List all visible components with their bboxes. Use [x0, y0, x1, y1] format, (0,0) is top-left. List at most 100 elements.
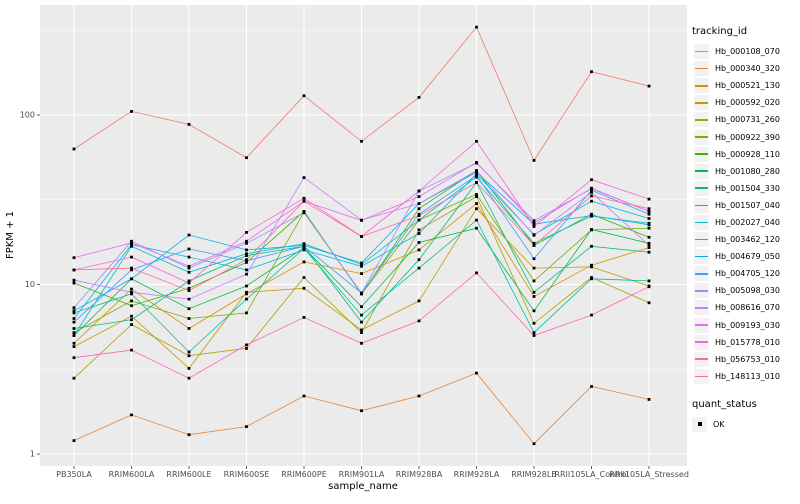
data-point — [130, 255, 133, 259]
legend-key-line-icon — [694, 368, 709, 384]
data-point — [417, 189, 421, 193]
data-point — [245, 231, 248, 234]
data-point — [532, 331, 536, 334]
data-point — [475, 181, 478, 184]
data-point — [475, 172, 478, 176]
data-point — [187, 307, 191, 311]
legend-item: Hb_008616_070 — [694, 299, 798, 316]
data-point — [130, 243, 133, 246]
data-point — [590, 199, 593, 203]
data-point — [72, 341, 76, 345]
data-point — [130, 268, 133, 272]
data-point — [647, 235, 651, 239]
legend-key-line-icon — [694, 163, 709, 179]
legend-key-line-icon — [694, 249, 709, 265]
legend-item-label: Hb_000521_130 — [715, 81, 780, 91]
data-point — [130, 314, 133, 318]
data-point — [647, 279, 651, 283]
data-point — [72, 320, 76, 324]
data-point — [417, 319, 421, 323]
data-point — [647, 221, 651, 225]
data-point — [532, 159, 536, 162]
data-point — [360, 261, 363, 265]
data-point — [532, 221, 536, 225]
data-point — [130, 323, 133, 326]
data-point — [302, 316, 306, 319]
data-point — [187, 433, 191, 437]
data-point — [475, 139, 478, 143]
data-point — [532, 442, 536, 446]
data-point — [245, 261, 248, 264]
data-point — [245, 343, 248, 347]
data-point — [302, 260, 306, 264]
data-point — [72, 356, 76, 360]
data-point — [130, 266, 133, 270]
data-point — [187, 281, 191, 285]
data-point — [245, 258, 248, 262]
legend-item-label: Hb_000928_110 — [715, 149, 780, 159]
data-point — [245, 297, 248, 301]
data-point — [417, 299, 421, 303]
legend-item: Hb_000592_020 — [694, 94, 798, 111]
data-point — [187, 354, 191, 358]
data-point — [130, 304, 133, 308]
data-point — [417, 228, 421, 232]
data-point — [647, 217, 651, 220]
data-point — [302, 244, 306, 248]
data-point — [360, 291, 363, 295]
data-point — [187, 279, 191, 283]
data-point — [360, 313, 363, 317]
legend-item: Hb_000340_320 — [694, 60, 798, 77]
data-point — [72, 334, 76, 337]
data-point — [590, 265, 593, 269]
x-tick-label: RRII105LA_Control — [554, 470, 628, 479]
data-point — [360, 409, 363, 413]
legend: tracking_id Hb_000108_070 Hb_000340_320 Hb… — [692, 26, 798, 433]
legend-item-label: Hb_000592_020 — [715, 98, 780, 108]
legend-item-label: Hb_000922_390 — [715, 132, 780, 142]
data-point — [532, 321, 536, 325]
legend-key-line-icon — [694, 197, 709, 213]
data-point — [72, 331, 76, 334]
data-point — [532, 241, 536, 245]
data-point — [590, 186, 593, 190]
data-point — [590, 214, 593, 217]
data-point — [245, 248, 248, 252]
x-tick-label: RRIM600SE — [224, 470, 270, 479]
data-point — [130, 241, 133, 245]
legend-key-line-icon — [694, 232, 709, 248]
data-point — [187, 367, 191, 370]
legend-key-line-icon — [694, 214, 709, 230]
data-point — [360, 235, 363, 238]
data-point — [302, 394, 306, 398]
legend-title: tracking_id — [692, 26, 748, 37]
data-point — [245, 425, 248, 428]
data-point — [245, 254, 248, 257]
x-axis-title: sample_name — [328, 481, 398, 492]
legend-item-label: Hb_002027_040 — [715, 217, 780, 227]
legend-key-line-icon — [694, 61, 709, 77]
legend-item: Hb_000731_260 — [694, 111, 798, 128]
data-point — [475, 195, 478, 198]
legend-item-label: Hb_001080_280 — [715, 166, 780, 176]
data-point — [647, 250, 651, 254]
data-point — [417, 96, 421, 99]
data-point — [245, 156, 248, 160]
data-point — [590, 313, 593, 317]
data-point — [302, 286, 306, 290]
data-point — [475, 207, 478, 211]
legend-key-line-icon — [694, 44, 709, 60]
legend-key-line-icon — [694, 351, 709, 367]
quant-legend-item: OK — [692, 416, 798, 433]
x-tick-label: RRIM928BA — [396, 470, 443, 479]
data-point — [590, 70, 593, 74]
legend-items: Hb_000108_070 Hb_000340_320 Hb_000521_130 H… — [694, 43, 798, 385]
x-tick-label: RRIM928LB — [511, 470, 557, 479]
data-point — [72, 281, 76, 285]
data-point — [302, 94, 306, 98]
data-point — [417, 266, 421, 270]
data-point — [187, 376, 191, 380]
data-point — [532, 233, 536, 237]
data-point — [72, 268, 76, 272]
